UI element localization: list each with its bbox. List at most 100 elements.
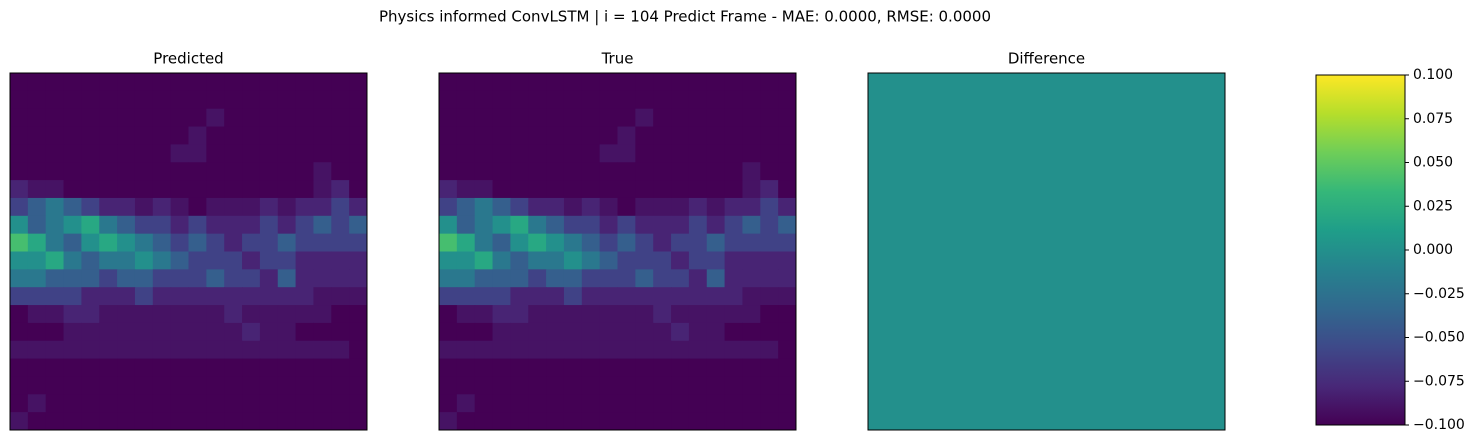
heatmap-cell <box>63 394 82 413</box>
heatmap-cell <box>206 340 225 360</box>
heatmap-cell <box>259 144 279 163</box>
heatmap-cell <box>99 233 118 252</box>
heatmap-cell <box>277 340 297 360</box>
heatmap-cell <box>456 340 476 360</box>
heatmap-cell <box>492 162 511 181</box>
heatmap-cell <box>546 394 565 413</box>
heatmap-cell <box>474 269 494 288</box>
heatmap-cell <box>724 126 743 145</box>
heatmap-cell <box>474 197 494 217</box>
heatmap-cell <box>170 215 189 235</box>
heatmap-cell <box>313 162 332 181</box>
heatmap-cell <box>134 305 154 324</box>
heatmap-cell <box>688 376 708 395</box>
heatmap-cell <box>439 322 458 342</box>
heatmap-cell <box>563 412 583 431</box>
heatmap-cell <box>259 358 279 377</box>
heatmap-cell <box>81 251 100 270</box>
heatmap-cell <box>492 215 511 235</box>
heatmap-cell <box>778 394 797 413</box>
heatmap-cell <box>439 144 458 163</box>
heatmap-cell <box>688 233 708 252</box>
heatmap-cell <box>760 126 779 145</box>
heatmap-cell <box>242 376 261 395</box>
heatmap-cell <box>456 358 476 377</box>
heatmap-cell <box>295 287 314 306</box>
heatmap-cell <box>152 412 172 431</box>
heatmap-cell <box>581 251 601 270</box>
heatmap-cell <box>349 215 368 235</box>
heatmap-cell <box>10 144 29 163</box>
heatmap-cell <box>653 305 672 324</box>
heatmap-cell <box>456 162 476 181</box>
heatmap-cell <box>474 162 494 181</box>
heatmap-cell <box>760 251 779 270</box>
heatmap-cell <box>117 251 136 270</box>
colorbar-tick-label: −0.100 <box>1413 417 1465 433</box>
heatmap-cell <box>259 322 279 342</box>
heatmap-cell <box>492 322 511 342</box>
heatmap-cell <box>331 197 350 217</box>
heatmap-cell <box>688 340 708 360</box>
heatmap-cell <box>706 305 726 324</box>
heatmap-cell <box>63 73 82 92</box>
heatmap-cell <box>117 197 136 217</box>
heatmap-cell <box>331 180 350 199</box>
heatmap-cell <box>259 90 279 110</box>
heatmap-cell <box>170 412 189 431</box>
heatmap-cell <box>706 340 726 360</box>
heatmap-cell <box>134 340 154 360</box>
heatmap-cell <box>45 322 65 342</box>
heatmap-cell <box>206 305 225 324</box>
heatmap-cell <box>331 269 350 288</box>
heatmap-cell <box>170 197 189 217</box>
heatmap-cell <box>277 269 297 288</box>
heatmap-cell <box>152 108 172 128</box>
heatmap-cell <box>653 126 672 145</box>
heatmap-cell <box>724 251 743 270</box>
heatmap-cell <box>295 394 314 413</box>
heatmap-cell <box>45 73 65 92</box>
heatmap-cell <box>563 394 583 413</box>
heatmap-cell <box>63 215 82 235</box>
heatmap-cell <box>635 73 654 92</box>
heatmap-cell <box>635 358 654 377</box>
heatmap-cell <box>563 340 583 360</box>
heatmap-cell <box>27 305 47 324</box>
heatmap-cell <box>563 269 583 288</box>
heatmap-cell <box>760 394 779 413</box>
heatmap-cell <box>653 287 672 306</box>
heatmap-cell <box>295 305 314 324</box>
heatmap-cell <box>671 269 690 288</box>
heatmap-cell <box>259 412 279 431</box>
heatmap-cell <box>206 322 225 342</box>
heatmap-cell <box>688 412 708 431</box>
heatmap-cell <box>152 358 172 377</box>
heatmap-cell <box>510 215 529 235</box>
heatmap-cell <box>581 197 601 217</box>
heatmap-cell <box>277 322 297 342</box>
heatmap-cell <box>152 233 172 252</box>
heatmap-cell <box>688 126 708 145</box>
heatmap-cell <box>331 394 350 413</box>
heatmap-cell <box>152 305 172 324</box>
heatmap-cell <box>313 269 332 288</box>
heatmap-cell <box>45 90 65 110</box>
heatmap-cell <box>706 287 726 306</box>
heatmap-cell <box>134 90 154 110</box>
heatmap-cell <box>63 305 82 324</box>
heatmap-cell <box>724 233 743 252</box>
heatmap-cell <box>331 73 350 92</box>
heatmap-cell <box>439 197 458 217</box>
heatmap-cell <box>617 287 636 306</box>
heatmap-cell <box>617 412 636 431</box>
heatmap-cell <box>170 233 189 252</box>
heatmap-cell <box>492 126 511 145</box>
heatmap-cell <box>706 197 726 217</box>
heatmap-cell <box>188 340 207 360</box>
heatmap-cell <box>277 144 297 163</box>
heatmap-cell <box>760 305 779 324</box>
heatmap-cell <box>617 73 636 92</box>
heatmap-cell <box>546 269 565 288</box>
axes-frame <box>867 72 1226 431</box>
